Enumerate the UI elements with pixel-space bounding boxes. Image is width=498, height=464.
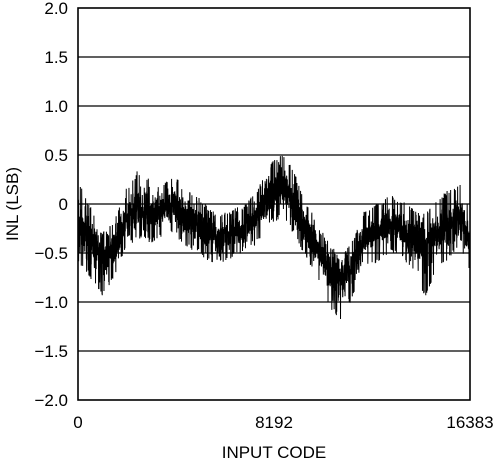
y-tick-label: 0 — [59, 195, 68, 214]
y-axis-title: INL (LSB) — [3, 167, 22, 241]
inl-trace — [77, 155, 471, 320]
y-tick-labels: 2.0 1.5 1.0 0.5 0 −0.5 −1.0 −1.5 −2.0 — [34, 0, 68, 410]
grid-lines — [78, 56, 470, 352]
y-tick-label: −0.5 — [34, 244, 68, 263]
y-tick-label: −1.5 — [34, 342, 68, 361]
x-tick-labels: 0 8192 16383 — [73, 413, 493, 432]
y-tick-label: −2.0 — [34, 391, 68, 410]
y-tick-label: 1.0 — [44, 97, 68, 116]
x-tick-label: 16383 — [446, 413, 493, 432]
y-tick-label: −1.0 — [34, 293, 68, 312]
plot-area — [77, 155, 471, 320]
y-tick-label: 1.5 — [44, 48, 68, 67]
y-tick-label: 2.0 — [44, 0, 68, 18]
x-tick-label: 8192 — [255, 413, 293, 432]
y-tick-label: 0.5 — [44, 146, 68, 165]
x-tick-label: 0 — [73, 413, 82, 432]
x-axis-title: INPUT CODE — [222, 443, 327, 462]
plot-frame — [77, 7, 471, 401]
